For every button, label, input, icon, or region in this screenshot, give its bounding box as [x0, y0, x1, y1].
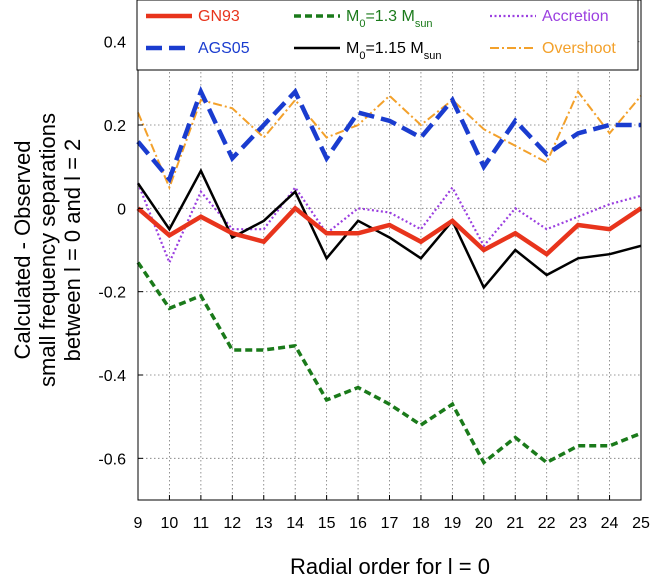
x-axis-label: Radial order for l = 0 — [290, 554, 490, 579]
series-line-gn93 — [136, 205, 643, 258]
x-tick-label: 16 — [349, 515, 367, 532]
series-layer — [136, 85, 643, 466]
legend-box — [136, 0, 639, 71]
series-line-ags05 — [136, 85, 641, 184]
x-tick-label: 21 — [506, 515, 524, 532]
x-tick-label: 18 — [412, 515, 430, 532]
x-tick-label: 23 — [569, 515, 587, 532]
legend-label: M0=1.3 Msun — [346, 8, 433, 30]
legend-label: Overshoot — [542, 40, 616, 57]
x-tick-label: 14 — [286, 515, 304, 532]
ticks: 9 10 11 12 13 14 15 16 17 18 19 20 21 22 23 24 25 -0.6 -0.… — [98, 35, 650, 532]
y-tick-label: -0.4 — [98, 368, 126, 385]
legend-label: M0=1.15 Msun — [346, 40, 441, 62]
legend-label: AGS05 — [198, 40, 250, 57]
x-tick-label: 20 — [475, 515, 493, 532]
x-tick-label: 19 — [443, 515, 461, 532]
y-axis-label-line: between l = 0 and l = 2 — [60, 139, 85, 362]
x-tick-label: 12 — [223, 515, 241, 532]
y-axis-label-line: small frequency separations — [35, 113, 60, 387]
x-tick-label: 17 — [381, 515, 399, 532]
series-line-overshoot — [137, 89, 642, 191]
y-tick-label: -0.6 — [98, 451, 126, 468]
series-line-m0-1-15-msun — [136, 168, 642, 290]
y-tick-label: -0.2 — [98, 285, 126, 302]
x-tick-label: 25 — [632, 515, 650, 532]
grid — [137, 0, 642, 500]
y-axis-label: Calculated - Observed small frequency sep… — [10, 113, 85, 387]
x-tick-label: 9 — [134, 515, 143, 532]
y-tick-label: 0 — [117, 201, 126, 218]
x-tick-label: 13 — [255, 515, 273, 532]
series-line-m0-1-3-msun — [136, 261, 642, 466]
x-tick-label: 11 — [193, 515, 210, 532]
x-tick-label: 10 — [161, 515, 179, 532]
y-tick-label: 0.2 — [104, 118, 126, 135]
legend-label: GN93 — [198, 8, 240, 25]
legend: GN93 AGS05 M0=1.3 Msun M0=1.15 Msun Accretio… — [136, 0, 639, 71]
legend-label: Accretion — [542, 8, 609, 25]
y-axis-label-line: Calculated - Observed — [10, 141, 35, 360]
x-tick-label: 24 — [601, 515, 619, 532]
y-tick-label: 0.4 — [104, 35, 126, 52]
x-tick-label: 22 — [538, 515, 556, 532]
x-tick-label: 15 — [318, 515, 336, 532]
